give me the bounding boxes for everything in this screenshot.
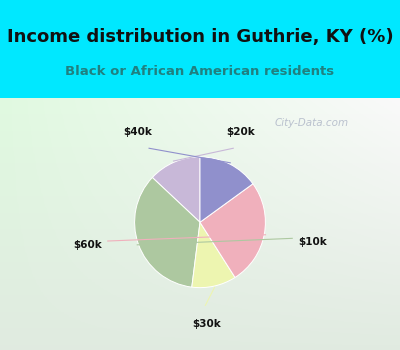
Text: $40k: $40k — [124, 127, 152, 137]
Text: $30k: $30k — [192, 318, 221, 329]
Text: $60k: $60k — [73, 240, 102, 250]
Wedge shape — [192, 222, 235, 288]
Wedge shape — [135, 177, 200, 287]
Text: City-Data.com: City-Data.com — [275, 118, 349, 128]
Wedge shape — [152, 157, 200, 222]
Wedge shape — [200, 184, 265, 278]
Wedge shape — [200, 157, 253, 222]
Text: Income distribution in Guthrie, KY (%): Income distribution in Guthrie, KY (%) — [7, 28, 393, 46]
Text: $20k: $20k — [226, 127, 255, 137]
Text: Black or African American residents: Black or African American residents — [66, 65, 334, 78]
Text: $10k: $10k — [298, 237, 327, 247]
